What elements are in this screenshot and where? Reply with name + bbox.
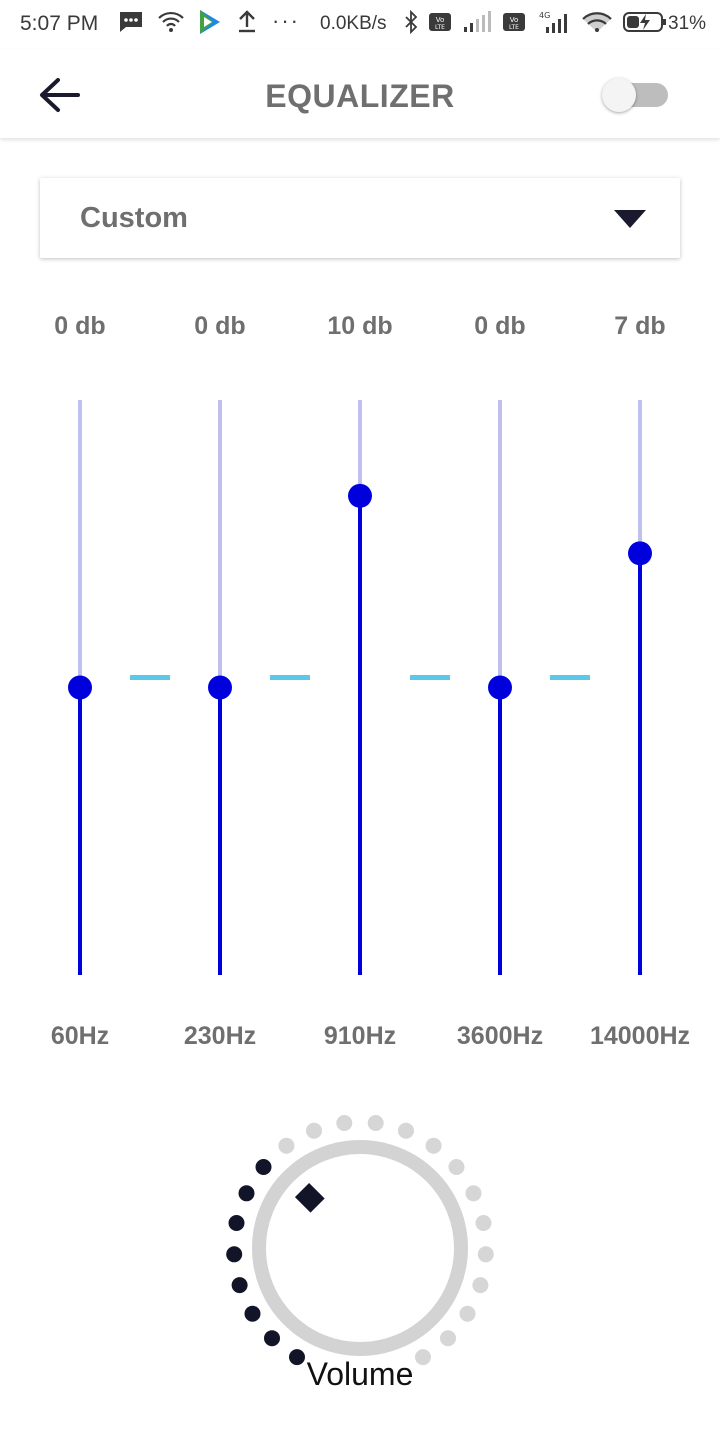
volume-level-dot bbox=[459, 1305, 476, 1322]
network-speed: 0.0KB/s bbox=[320, 13, 387, 34]
volume-knob-indicator-mark bbox=[294, 1182, 325, 1213]
band-slider-thumb[interactable] bbox=[488, 675, 512, 700]
band-frequency-label: 230Hz bbox=[183, 1022, 257, 1050]
app-bar: EQUALIZER bbox=[0, 50, 720, 138]
volume-level-dot bbox=[244, 1305, 261, 1322]
band-db-label: 0 db bbox=[54, 312, 106, 340]
svg-text:LTE: LTE bbox=[435, 24, 445, 31]
band-db-label: 10 db bbox=[327, 312, 393, 340]
band-slider-thumb[interactable] bbox=[628, 541, 652, 566]
dropdown-arrow-icon bbox=[614, 210, 646, 228]
band-slider-thumb[interactable] bbox=[348, 483, 372, 508]
volume-level-dot bbox=[367, 1115, 384, 1131]
battery-charging-icon bbox=[622, 10, 668, 40]
volume-level-dot bbox=[289, 1349, 305, 1366]
volume-knob[interactable] bbox=[210, 1105, 510, 1405]
volume-level-dot bbox=[472, 1277, 489, 1294]
volume-level-dot bbox=[278, 1137, 295, 1154]
volume-level-dot bbox=[306, 1122, 322, 1139]
svg-text:Vo: Vo bbox=[436, 16, 445, 24]
equalizer-toggle[interactable] bbox=[602, 78, 668, 112]
volume-level-dot bbox=[465, 1185, 482, 1202]
volume-level-dot bbox=[475, 1215, 492, 1231]
status-time: 5:07 PM bbox=[20, 12, 99, 35]
preset-selected-value: Custom bbox=[80, 202, 188, 234]
band-slider-thumb[interactable] bbox=[208, 675, 232, 700]
volume-level-dot bbox=[228, 1215, 245, 1231]
band-db-label: 0 db bbox=[474, 312, 526, 340]
volte-icon-2: Vo LTE bbox=[502, 11, 526, 39]
upload-icon bbox=[236, 10, 258, 40]
wifi-icon bbox=[158, 11, 184, 39]
arrow-left-icon bbox=[40, 78, 80, 112]
volume-label: Volume bbox=[306, 1356, 414, 1392]
equalizer-sliders bbox=[68, 400, 652, 975]
message-icon bbox=[118, 10, 144, 40]
bluetooth-icon bbox=[404, 9, 418, 40]
band-frequency-label: 14000Hz bbox=[589, 1022, 691, 1050]
volume-knob-graphic bbox=[226, 1115, 494, 1366]
signal-4g-icon: 4G bbox=[536, 10, 572, 40]
volume-level-dot bbox=[448, 1159, 465, 1175]
play-store-icon bbox=[198, 9, 222, 41]
svg-text:Vo: Vo bbox=[510, 16, 519, 24]
volume-level-dot bbox=[336, 1115, 353, 1131]
volume-level-dot bbox=[226, 1246, 243, 1263]
volte-icon: Vo LTE bbox=[428, 11, 452, 39]
band-frequency-label: 3600Hz bbox=[456, 1022, 544, 1050]
signal-icon bbox=[462, 11, 492, 39]
status-bar: 5:07 PM ··· 0.0KB/s Vo LTE Vo LTE 4G bbox=[0, 0, 720, 50]
svg-text:LTE: LTE bbox=[509, 24, 519, 31]
volume-level-dot bbox=[264, 1330, 280, 1347]
toggle-thumb bbox=[602, 78, 636, 112]
volume-level-dot bbox=[398, 1122, 414, 1139]
volume-level-dot bbox=[477, 1246, 494, 1263]
band-slider-thumb[interactable] bbox=[68, 675, 92, 700]
volume-level-dot bbox=[238, 1185, 255, 1202]
status-more-dots: ··· bbox=[272, 8, 300, 33]
battery-percent: 31% bbox=[668, 13, 707, 34]
volume-level-dot bbox=[425, 1137, 442, 1154]
net-type-label: 4G bbox=[539, 11, 550, 20]
volume-knob-ring bbox=[252, 1140, 468, 1356]
band-db-label: 7 db bbox=[614, 312, 666, 340]
volume-level-dot bbox=[440, 1330, 456, 1347]
volume-level-dot bbox=[231, 1277, 248, 1294]
preset-dropdown[interactable]: Custom bbox=[40, 178, 680, 258]
band-frequency-label: 910Hz bbox=[323, 1022, 397, 1050]
back-button[interactable] bbox=[34, 72, 84, 118]
band-db-label: 0 db bbox=[194, 312, 246, 340]
page-title: EQUALIZER bbox=[265, 78, 455, 114]
volume-level-dot bbox=[415, 1349, 431, 1366]
volume-level-dot bbox=[255, 1159, 272, 1175]
volume-knob-indicator bbox=[294, 1182, 325, 1213]
wifi-icon-2 bbox=[582, 11, 612, 39]
band-frequency-label: 60Hz bbox=[50, 1022, 110, 1050]
equalizer-panel: 0 db 0 db 10 db 0 db 7 db 60Hz 230Hz 910… bbox=[0, 300, 720, 1060]
